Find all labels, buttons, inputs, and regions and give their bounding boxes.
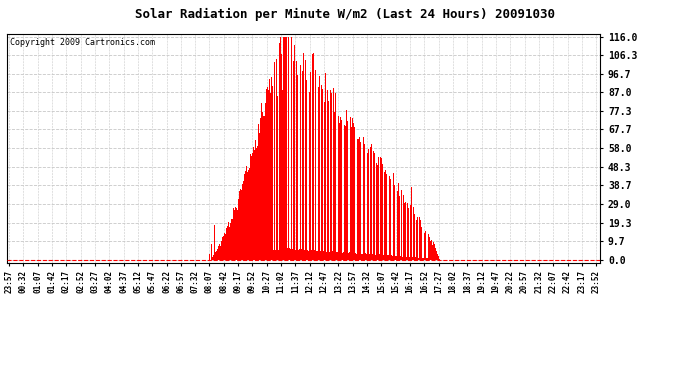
Text: Solar Radiation per Minute W/m2 (Last 24 Hours) 20091030: Solar Radiation per Minute W/m2 (Last 24… [135,8,555,21]
Text: Copyright 2009 Cartronics.com: Copyright 2009 Cartronics.com [10,38,155,47]
